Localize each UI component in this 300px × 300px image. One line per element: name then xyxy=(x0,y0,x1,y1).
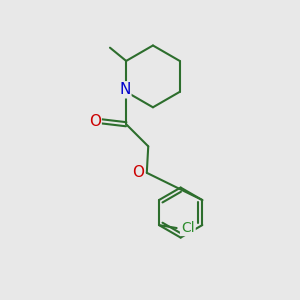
Text: N: N xyxy=(119,82,130,97)
Text: O: O xyxy=(89,114,101,129)
Text: Cl: Cl xyxy=(181,221,195,235)
Text: O: O xyxy=(132,165,144,180)
